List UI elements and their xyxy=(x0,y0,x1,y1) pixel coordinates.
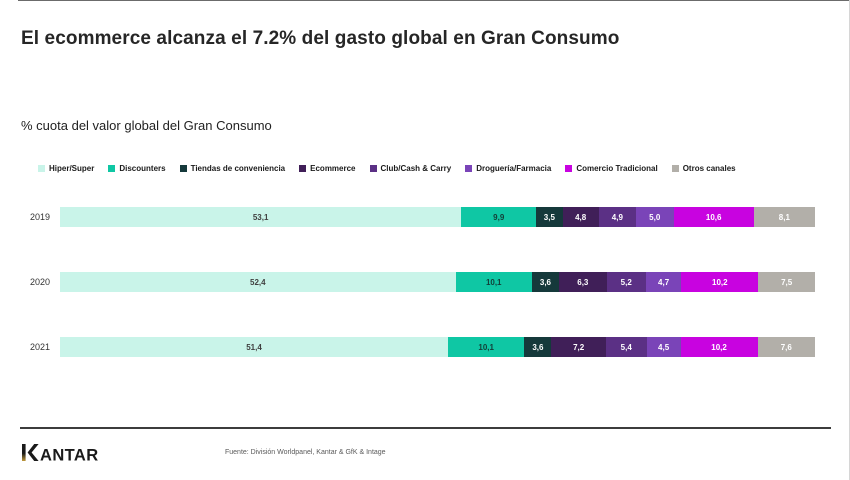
bar-segment: 3,5 xyxy=(536,207,563,227)
segment-value-label: 3,5 xyxy=(543,212,555,222)
bar-segment: 7,6 xyxy=(757,337,815,357)
legend-swatch-icon xyxy=(369,165,377,172)
page-title: El ecommerce alcanza el 7.2% del gasto g… xyxy=(21,28,620,49)
bar-segment: 10,1 xyxy=(455,272,532,292)
stacked-bar: 53,1 9,9 3,5 4,8 4,9 5,0 10,6 8,1 xyxy=(60,207,815,227)
bar-segment: 51,4 xyxy=(60,337,449,357)
segment-value-label: 10,1 xyxy=(485,277,502,287)
segment-value-label: 4,9 xyxy=(611,212,623,222)
segment-value-label: 3,6 xyxy=(539,277,551,287)
legend-label: Comercio Tradicional xyxy=(576,164,658,173)
bar-segment: 4,8 xyxy=(562,207,599,227)
segment-value-label: 5,4 xyxy=(620,342,632,352)
legend-label: Discounters xyxy=(119,164,166,173)
legend-swatch-icon xyxy=(565,165,573,172)
bar-segment: 4,7 xyxy=(645,272,682,292)
bar-segment: 53,1 xyxy=(60,207,462,227)
svg-text:ANTAR: ANTAR xyxy=(40,447,99,464)
legend-item: Comercio Tradicional xyxy=(565,164,658,173)
legend-item: Club/Cash & Carry xyxy=(369,164,452,173)
bar-segment: 5,4 xyxy=(605,337,647,357)
segment-value-label: 8,1 xyxy=(778,212,790,222)
legend-item: Discounters xyxy=(108,164,166,173)
stacked-bar: 52,4 10,1 3,6 6,3 5,2 4,7 10,2 7,5 xyxy=(60,272,815,292)
bar-segment: 6,3 xyxy=(559,272,607,292)
legend-label: Droguería/Farmacia xyxy=(476,164,552,173)
chart-row: 2020 52,4 10,1 3,6 6,3 5,2 4,7 10,2 7,5 xyxy=(0,272,850,292)
segment-value-label: 6,3 xyxy=(577,277,589,287)
segment-value-label: 10,2 xyxy=(712,277,728,287)
legend-item: Otros canales xyxy=(671,164,736,173)
top-rule xyxy=(18,0,849,1)
bar-segment: 52,4 xyxy=(60,272,456,292)
year-label: 2019 xyxy=(30,212,51,222)
legend-label: Club/Cash & Carry xyxy=(380,164,452,173)
stacked-bar: 51,4 10,1 3,6 7,2 5,4 4,5 10,2 7,6 xyxy=(60,337,815,357)
legend-label: Ecommerce xyxy=(310,164,356,173)
legend-swatch-icon xyxy=(179,165,187,172)
bar-segment: 5,0 xyxy=(635,207,674,227)
year-label: 2021 xyxy=(30,342,51,352)
bar-segment: 9,9 xyxy=(461,207,537,227)
legend-label: Otros canales xyxy=(682,164,736,173)
segment-value-label: 5,2 xyxy=(620,277,632,287)
bar-segment: 10,2 xyxy=(681,272,759,292)
footer-divider xyxy=(20,427,831,429)
segment-value-label: 7,2 xyxy=(573,342,585,352)
bar-segment: 7,5 xyxy=(758,272,815,292)
segment-value-label: 52,4 xyxy=(250,277,266,287)
bar-segment: 4,5 xyxy=(646,337,681,357)
bar-segment: 5,2 xyxy=(606,272,646,292)
segment-value-label: 10,2 xyxy=(711,342,727,352)
segment-value-label: 4,5 xyxy=(658,342,670,352)
bar-segment: 4,9 xyxy=(598,207,636,227)
segment-value-label: 10,1 xyxy=(478,342,494,352)
legend-swatch-icon xyxy=(108,165,116,172)
segment-value-label: 9,9 xyxy=(493,212,505,222)
segment-value-label: 10,6 xyxy=(705,212,722,222)
segment-value-label: 3,6 xyxy=(532,342,544,352)
legend-item: Tiendas de conveniencia xyxy=(179,164,286,173)
bar-segment: 7,2 xyxy=(551,337,606,357)
legend-label: Hiper/Super xyxy=(49,164,95,173)
segment-value-label: 4,8 xyxy=(575,212,587,222)
bar-segment: 10,6 xyxy=(673,207,754,227)
legend-swatch-icon xyxy=(671,165,679,172)
bar-segment: 3,6 xyxy=(524,337,552,357)
chart-row: 2021 51,4 10,1 3,6 7,2 5,4 4,5 10,2 7,6 xyxy=(0,337,850,357)
chart-row: 2019 53,1 9,9 3,5 4,8 4,9 5,0 10,6 8,1 xyxy=(0,207,850,227)
legend-swatch-icon xyxy=(38,165,45,172)
segment-value-label: 51,4 xyxy=(246,342,262,352)
source-note: Fuente: División Worldpanel, Kantar & Gf… xyxy=(225,449,386,456)
bar-segment: 10,1 xyxy=(448,337,525,357)
legend-swatch-icon xyxy=(465,165,473,172)
bar-segment: 3,6 xyxy=(531,272,560,292)
kantar-logo-icon: ANTAR xyxy=(22,444,99,465)
bar-segment: 10,2 xyxy=(680,337,758,357)
legend-swatch-icon xyxy=(299,165,307,172)
kantar-logo: ANTAR xyxy=(22,443,114,468)
segment-value-label: 7,5 xyxy=(781,277,793,287)
chart-subtitle: % cuota del valor global del Gran Consum… xyxy=(21,118,272,133)
segment-value-label: 7,6 xyxy=(780,342,792,352)
segment-value-label: 4,7 xyxy=(658,277,670,287)
chart-legend: Hiper/Super Discounters Tiendas de conveni… xyxy=(38,164,819,173)
legend-item: Ecommerce xyxy=(299,164,356,173)
legend-item: Hiper/Super xyxy=(38,164,94,173)
legend-label: Tiendas de conveniencia xyxy=(190,164,286,173)
segment-value-label: 53,1 xyxy=(252,212,269,222)
legend-item: Droguería/Farmacia xyxy=(465,164,551,173)
year-label: 2020 xyxy=(30,277,51,287)
bar-segment: 8,1 xyxy=(753,207,815,227)
segment-value-label: 5,0 xyxy=(649,212,661,222)
